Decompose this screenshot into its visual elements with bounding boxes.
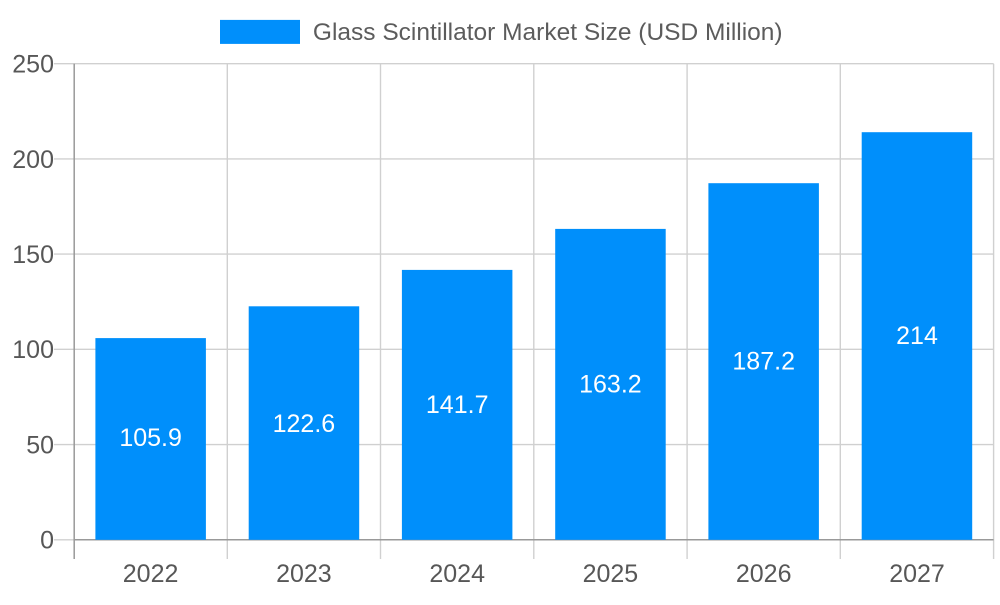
svg-text:2022: 2022 bbox=[123, 560, 179, 588]
svg-text:141.7: 141.7 bbox=[426, 391, 489, 419]
svg-text:Glass Scintillator Market Size: Glass Scintillator Market Size (USD Mill… bbox=[313, 19, 783, 46]
svg-text:2023: 2023 bbox=[276, 560, 332, 588]
svg-text:2024: 2024 bbox=[429, 560, 485, 588]
svg-text:2027: 2027 bbox=[889, 560, 945, 588]
svg-text:122.6: 122.6 bbox=[273, 410, 336, 438]
svg-text:187.2: 187.2 bbox=[732, 348, 795, 376]
svg-text:0: 0 bbox=[40, 527, 54, 555]
svg-text:2026: 2026 bbox=[736, 560, 792, 588]
svg-text:100: 100 bbox=[12, 336, 54, 364]
svg-text:150: 150 bbox=[12, 241, 54, 269]
svg-text:2025: 2025 bbox=[583, 560, 639, 588]
svg-text:163.2: 163.2 bbox=[579, 370, 642, 398]
svg-text:105.9: 105.9 bbox=[119, 424, 182, 452]
svg-text:200: 200 bbox=[12, 146, 54, 174]
svg-text:50: 50 bbox=[26, 432, 54, 460]
svg-text:214: 214 bbox=[896, 322, 938, 350]
svg-text:250: 250 bbox=[12, 51, 54, 79]
